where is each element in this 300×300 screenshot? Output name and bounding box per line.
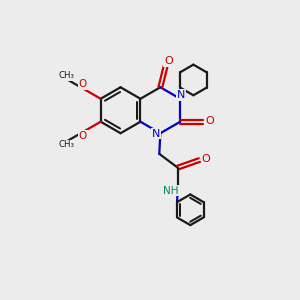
Text: CH₃: CH₃ <box>58 140 74 149</box>
Text: NH: NH <box>164 186 179 196</box>
Text: O: O <box>79 131 87 141</box>
Text: O: O <box>164 56 172 66</box>
Text: N: N <box>177 90 186 100</box>
Text: O: O <box>205 116 214 126</box>
Text: O: O <box>79 79 87 89</box>
Text: N: N <box>152 128 160 139</box>
Text: CH₃: CH₃ <box>58 71 74 80</box>
Text: O: O <box>202 154 210 164</box>
